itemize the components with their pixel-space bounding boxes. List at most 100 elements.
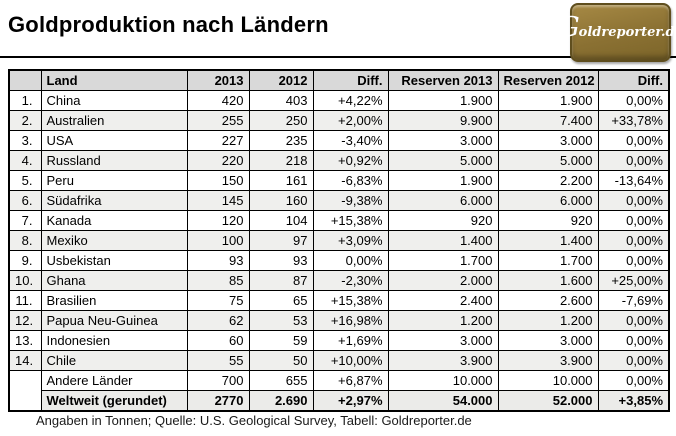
value-cell: 655 bbox=[248, 370, 314, 391]
value-cell: +10,00% bbox=[312, 350, 389, 371]
value-cell: +25,00% bbox=[597, 270, 670, 291]
value-cell: +0,92% bbox=[312, 150, 389, 171]
value-cell: 160 bbox=[248, 190, 314, 211]
country-cell: Südafrika bbox=[40, 190, 188, 211]
country-cell: Brasilien bbox=[40, 290, 188, 311]
table-row: 11. Brasilien 75 65 +15,38% 2.400 2.600 -7,69% bbox=[8, 290, 670, 311]
rank-cell: 4. bbox=[8, 150, 42, 171]
value-cell: +1,69% bbox=[312, 330, 389, 351]
value-cell: 700 bbox=[186, 370, 250, 391]
country-cell: USA bbox=[40, 130, 188, 151]
value-cell: 85 bbox=[186, 270, 250, 291]
value-cell: 7.400 bbox=[497, 110, 599, 131]
value-cell: 54.000 bbox=[387, 390, 499, 412]
value-cell: -6,83% bbox=[312, 170, 389, 191]
country-cell: Usbekistan bbox=[40, 250, 188, 271]
value-cell: 1.400 bbox=[497, 230, 599, 251]
value-cell: 0,00% bbox=[597, 330, 670, 351]
value-cell: 5.000 bbox=[387, 150, 499, 171]
rank-cell: 6. bbox=[8, 190, 42, 211]
value-cell: 10.000 bbox=[497, 370, 599, 391]
col-header-reserven-diff: Diff. bbox=[597, 69, 670, 91]
value-cell: 1.700 bbox=[497, 250, 599, 271]
table-row: 14. Chile 55 50 +10,00% 3.900 3.900 0,00% bbox=[8, 350, 670, 371]
value-cell: 920 bbox=[387, 210, 499, 231]
value-cell: 104 bbox=[248, 210, 314, 231]
value-cell: 235 bbox=[248, 130, 314, 151]
country-cell: Chile bbox=[40, 350, 188, 371]
value-cell: 6.000 bbox=[387, 190, 499, 211]
value-cell: +16,98% bbox=[312, 310, 389, 331]
table-row: 7. Kanada 120 104 +15,38% 920 920 0,00% bbox=[8, 210, 670, 231]
value-cell: 403 bbox=[248, 90, 314, 111]
value-cell: 2770 bbox=[186, 390, 250, 412]
rank-cell: 9. bbox=[8, 250, 42, 271]
goldreporter-logo: Goldreporter.de bbox=[558, 3, 676, 62]
value-cell: 220 bbox=[186, 150, 250, 171]
rank-cell: 7. bbox=[8, 210, 42, 231]
table-row: 13. Indonesien 60 59 +1,69% 3.000 3.000 0,00% bbox=[8, 330, 670, 351]
rank-cell: 3. bbox=[8, 130, 42, 151]
table-body: 1. China 420 403 +4,22% 1.900 1.900 0,00% 2. Aust… bbox=[8, 90, 670, 412]
col-header-reserven-2013: Reserven 2013 bbox=[387, 69, 499, 91]
country-cell: Russland bbox=[40, 150, 188, 171]
rank-cell: 1. bbox=[8, 90, 42, 111]
value-cell: 145 bbox=[186, 190, 250, 211]
value-cell: 227 bbox=[186, 130, 250, 151]
goldreporter-logo-text: Goldreporter.de bbox=[558, 14, 676, 41]
table-row: 3. USA 227 235 -3,40% 3.000 3.000 0,00% bbox=[8, 130, 670, 151]
value-cell: 0,00% bbox=[312, 250, 389, 271]
country-cell: Andere Länder bbox=[40, 370, 188, 391]
value-cell: 3.000 bbox=[387, 130, 499, 151]
value-cell: 1.700 bbox=[387, 250, 499, 271]
value-cell: 52.000 bbox=[497, 390, 599, 412]
value-cell: 3.000 bbox=[497, 330, 599, 351]
value-cell: -3,40% bbox=[312, 130, 389, 151]
value-cell: 0,00% bbox=[597, 150, 670, 171]
value-cell: +15,38% bbox=[312, 290, 389, 311]
rank-cell: 2. bbox=[8, 110, 42, 131]
value-cell: -7,69% bbox=[597, 290, 670, 311]
rank-cell: 8. bbox=[8, 230, 42, 251]
col-header-reserven-2012: Reserven 2012 bbox=[497, 69, 599, 91]
logo-rest-text: oldreporter.de bbox=[578, 25, 676, 40]
value-cell: 3.900 bbox=[497, 350, 599, 371]
rank-cell: 11. bbox=[8, 290, 42, 311]
value-cell: +15,38% bbox=[312, 210, 389, 231]
country-cell: Ghana bbox=[40, 270, 188, 291]
table-row: Andere Länder 700 655 +6,87% 10.000 10.000 0,0… bbox=[8, 370, 670, 412]
value-cell: 10.000 bbox=[387, 370, 499, 391]
value-cell: 2.400 bbox=[387, 290, 499, 311]
rank-cell: 5. bbox=[8, 170, 42, 191]
country-cell: Papua Neu-Guinea bbox=[40, 310, 188, 331]
value-cell: 255 bbox=[186, 110, 250, 131]
value-cell: 161 bbox=[248, 170, 314, 191]
table-row: 4. Russland 220 218 +0,92% 5.000 5.000 0,00% bbox=[8, 150, 670, 171]
value-cell: 3.000 bbox=[387, 330, 499, 351]
value-cell: 93 bbox=[248, 250, 314, 271]
rank-cell: 13. bbox=[8, 330, 42, 351]
value-cell: 3.900 bbox=[387, 350, 499, 371]
value-cell: +2,97% bbox=[312, 390, 389, 412]
value-cell: 97 bbox=[248, 230, 314, 251]
value-cell: 1.900 bbox=[387, 90, 499, 111]
value-cell: +33,78% bbox=[597, 110, 670, 131]
value-cell: 920 bbox=[497, 210, 599, 231]
value-cell: 50 bbox=[248, 350, 314, 371]
value-cell: 2.600 bbox=[497, 290, 599, 311]
value-cell: 3.000 bbox=[497, 130, 599, 151]
country-cell: Peru bbox=[40, 170, 188, 191]
table-row: 12. Papua Neu-Guinea 62 53 +16,98% 1.200 1.200… bbox=[8, 310, 670, 331]
value-cell: 0,00% bbox=[597, 90, 670, 111]
col-header-rank bbox=[8, 69, 42, 91]
table-row: 1. China 420 403 +4,22% 1.900 1.900 0,00% bbox=[8, 90, 670, 111]
country-cell: Indonesien bbox=[40, 330, 188, 351]
table-row: 2. Australien 255 250 +2,00% 9.900 7.400 +33,78… bbox=[8, 110, 670, 131]
value-cell: 1.200 bbox=[497, 310, 599, 331]
logo-initial-g: G bbox=[558, 12, 580, 43]
table-row: Weltweit (gerundet) 2770 2.690 +2,97% 54.000… bbox=[9, 390, 670, 412]
value-cell: 1.600 bbox=[497, 270, 599, 291]
country-cell: China bbox=[40, 90, 188, 111]
table-row: 10. Ghana 85 87 -2,30% 2.000 1.600 +25,00% bbox=[8, 270, 670, 291]
value-cell: 2.690 bbox=[248, 390, 314, 412]
